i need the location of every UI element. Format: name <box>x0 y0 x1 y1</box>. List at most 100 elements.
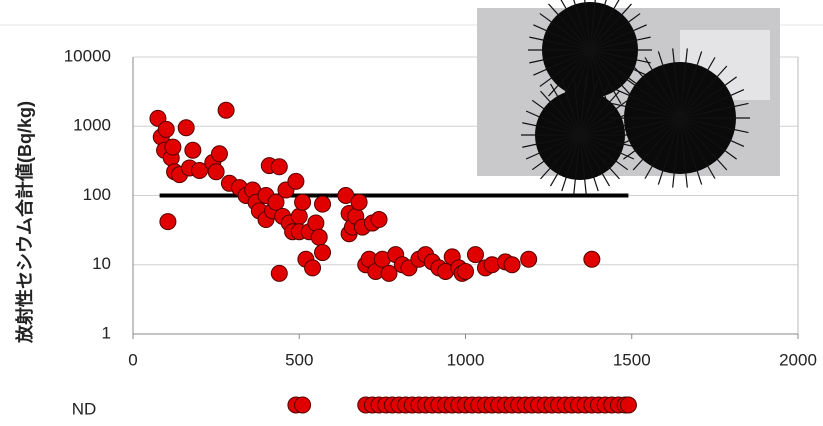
data-point <box>520 250 538 268</box>
photo-spine <box>679 88 745 119</box>
photo-spine <box>672 117 681 188</box>
photo-spine <box>611 102 681 119</box>
data-point <box>503 256 521 274</box>
x-tick-label: 0 <box>128 350 137 369</box>
x-tick-label: 1500 <box>613 350 651 369</box>
nd-point <box>294 396 312 414</box>
photo-spine <box>573 76 581 136</box>
photo-spine <box>525 134 581 160</box>
photo-spine <box>539 49 591 87</box>
data-point <box>184 141 202 159</box>
data-point <box>207 163 225 181</box>
photo-spine <box>679 48 688 119</box>
data-point <box>270 264 288 282</box>
photo-spine <box>679 117 716 179</box>
photo-spine <box>560 0 591 51</box>
data-point <box>350 193 368 211</box>
photo-spine <box>548 3 591 51</box>
photo-spine <box>573 134 581 194</box>
photo-spine <box>679 117 703 185</box>
photo-spine <box>533 49 591 76</box>
photo-spine <box>548 49 591 97</box>
photo-spine <box>615 117 681 148</box>
photo-spine <box>679 76 737 119</box>
x-tick-label: 1000 <box>447 350 485 369</box>
photo-spine <box>615 88 681 119</box>
photo-spine <box>644 117 681 179</box>
photo-spine <box>579 134 599 192</box>
photo-spine <box>589 0 607 51</box>
photo-spine <box>589 49 651 64</box>
photo-spine <box>540 134 581 180</box>
photo-spine <box>589 3 632 51</box>
photo-spine <box>679 117 745 148</box>
photo-spine <box>632 117 681 171</box>
photo-spine <box>561 134 581 192</box>
photo-spine <box>589 0 620 51</box>
photo-spine <box>531 134 581 171</box>
y-tick-label: 100 <box>83 185 111 204</box>
photo-spine <box>679 117 749 134</box>
data-point <box>314 244 332 262</box>
photo-spine <box>579 83 611 136</box>
data-point <box>191 161 208 179</box>
photo-spine <box>522 122 581 136</box>
photo-spine <box>561 78 581 136</box>
y-tick-label: 1 <box>102 323 111 342</box>
y-tick-label: 1000 <box>73 116 111 135</box>
photo-spine <box>549 134 581 187</box>
photo-spine <box>579 78 599 136</box>
photo-spine <box>679 117 688 188</box>
data-point <box>210 145 228 163</box>
photo-spine <box>589 0 596 51</box>
y-tick-label: 10 <box>92 254 111 273</box>
data-point <box>304 259 322 277</box>
photo-spine <box>573 0 591 51</box>
photo-spine <box>579 134 638 148</box>
data-point <box>287 172 305 190</box>
photo-spine <box>679 102 749 119</box>
data-point <box>177 119 195 137</box>
photo-spine <box>533 24 591 51</box>
data-point <box>310 228 328 246</box>
data-point <box>314 195 332 213</box>
photo-spine <box>623 76 681 119</box>
x-tick-label: 500 <box>285 350 313 369</box>
photo-spine <box>679 51 703 119</box>
x-tick-label: 2000 <box>779 350 817 369</box>
photo-spine <box>679 65 728 119</box>
photo-spine <box>540 90 581 136</box>
photo-spine <box>579 134 620 180</box>
photo-spine <box>657 51 681 119</box>
data-point <box>217 101 235 119</box>
nd-label: ND <box>72 399 97 418</box>
photo-spine <box>657 117 681 185</box>
data-point <box>267 193 285 211</box>
photo-spine <box>672 48 681 119</box>
photo-spine <box>579 134 611 187</box>
data-point <box>370 211 388 229</box>
photo-spine <box>529 36 591 51</box>
photo-spine <box>525 110 581 136</box>
photo-spine <box>531 99 581 136</box>
data-point <box>159 213 177 231</box>
data-point <box>270 158 288 176</box>
data-point <box>466 246 484 264</box>
photo-spine <box>579 134 629 171</box>
nd-point <box>619 396 637 414</box>
data-point <box>294 193 312 211</box>
photo-spine <box>589 24 647 51</box>
photo-spine <box>579 76 587 136</box>
photo-spine <box>522 134 581 148</box>
data-point <box>457 262 474 280</box>
y-tick-label: 10000 <box>64 46 111 65</box>
photo-spine <box>679 117 737 160</box>
data-point <box>307 214 325 232</box>
photo-spine <box>589 49 632 97</box>
data-point <box>337 187 355 204</box>
photo-spine <box>589 49 641 87</box>
photo-spine <box>611 117 681 134</box>
data-point <box>583 250 601 268</box>
